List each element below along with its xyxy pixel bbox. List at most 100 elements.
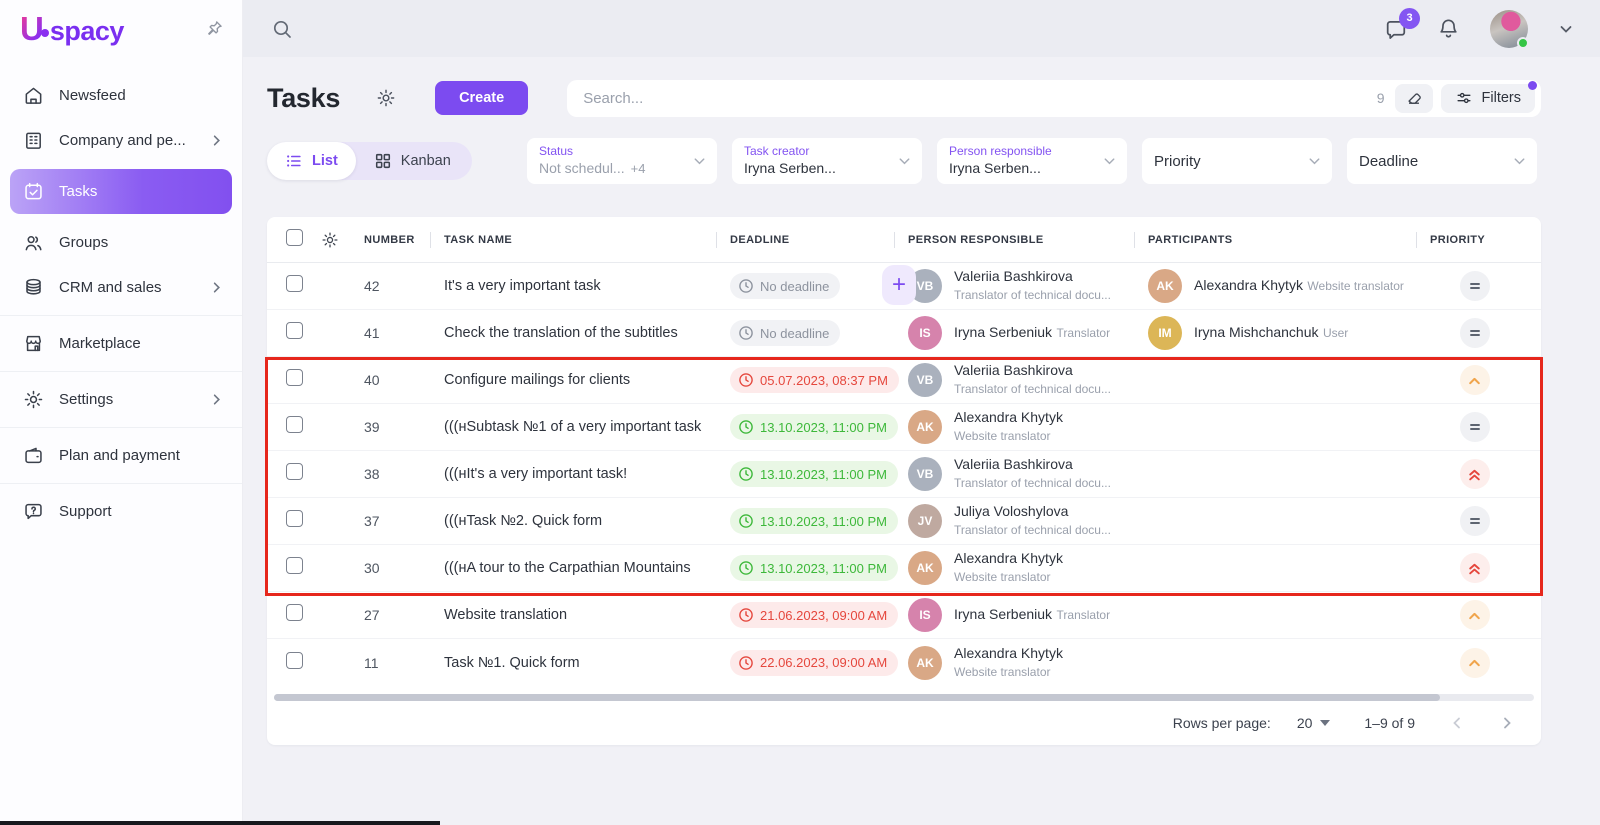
priority-high-icon[interactable] <box>1459 365 1490 395</box>
task-search-bar[interactable]: 9 Filters <box>567 79 1541 117</box>
sidebar-item-tasks[interactable]: Tasks <box>10 169 232 214</box>
priority-highest-icon[interactable] <box>1459 459 1490 489</box>
priority-high-icon[interactable] <box>1459 600 1490 630</box>
deadline-chip[interactable]: 13.10.2023, 11:00 PM <box>730 414 898 440</box>
table-row[interactable]: 42 It's a very important task No deadlin… <box>267 263 1541 310</box>
avatar[interactable]: IS <box>908 598 942 632</box>
tab-list[interactable]: List <box>267 142 356 180</box>
column-header-number[interactable]: NUMBER <box>364 233 415 246</box>
column-header-task-name[interactable]: TASK NAME <box>444 234 730 246</box>
sidebar-item-support[interactable]: Support <box>0 489 242 534</box>
task-name[interactable]: (((нSubtask №1 of a very important task <box>444 419 702 435</box>
person-name[interactable]: Alexandra Khytyk <box>954 409 1063 425</box>
sidebar-item-marketplace[interactable]: Marketplace <box>0 321 242 366</box>
next-page-button[interactable] <box>1499 715 1515 731</box>
person-name[interactable]: Alexandra Khytyk <box>954 644 1063 661</box>
pin-sidebar-icon[interactable] <box>205 19 224 38</box>
person-name[interactable]: Iryna Serbeniuk <box>954 324 1053 340</box>
row-checkbox[interactable] <box>286 510 303 527</box>
row-checkbox[interactable] <box>286 275 303 292</box>
table-row[interactable]: 27 Website translation 21.06.2023, 09:00… <box>267 592 1541 639</box>
add-deadline-button[interactable]: + <box>882 265 916 305</box>
deadline-chip[interactable]: 21.06.2023, 09:00 AM <box>730 602 899 628</box>
priority-medium-icon[interactable] <box>1459 506 1490 536</box>
person-name[interactable]: Valeriia Bashkirova <box>954 362 1073 378</box>
row-checkbox[interactable] <box>286 604 303 621</box>
avatar[interactable]: IS <box>908 316 942 350</box>
chat-icon[interactable]: 3 <box>1383 7 1420 41</box>
table-row[interactable]: 11 Task №1. Quick form 22.06.2023, 09:00… <box>267 639 1541 686</box>
task-name[interactable]: Task №1. Quick form <box>444 654 580 671</box>
person-name[interactable]: Valeriia Bashkirova <box>954 268 1073 284</box>
deadline-chip[interactable]: No deadline <box>730 273 841 299</box>
avatar[interactable]: IM <box>1148 316 1182 350</box>
table-row[interactable]: 40 Configure mailings for clients 05.07.… <box>267 357 1541 404</box>
avatar[interactable]: AK <box>908 551 942 585</box>
task-name[interactable]: (((нTask №2. Quick form <box>444 513 603 529</box>
avatar[interactable]: AK <box>1148 269 1182 303</box>
row-checkbox[interactable] <box>286 369 303 386</box>
search-input[interactable] <box>583 89 1377 107</box>
filter-chip-task-creator[interactable]: Task creator Iryna Serben... <box>732 138 922 184</box>
deadline-chip[interactable]: 13.10.2023, 11:00 PM <box>730 508 898 534</box>
priority-medium-icon[interactable] <box>1459 271 1490 301</box>
sidebar-item-settings[interactable]: Settings <box>0 377 242 422</box>
priority-high-icon[interactable] <box>1459 647 1490 678</box>
deadline-chip[interactable]: 13.10.2023, 11:00 PM <box>730 461 898 487</box>
priority-highest-icon[interactable] <box>1459 553 1490 583</box>
sidebar-item-plan-and-payment[interactable]: Plan and payment <box>0 433 242 478</box>
person-name[interactable]: Alexandra Khytyk <box>1194 277 1303 293</box>
uspacy-logo[interactable]: U spacy <box>20 10 124 48</box>
sidebar-item-crm-and-sales[interactable]: CRM and sales <box>0 265 242 310</box>
scrollbar-thumb[interactable] <box>274 694 1440 701</box>
deadline-chip[interactable]: 22.06.2023, 09:00 AM <box>730 649 899 676</box>
task-name[interactable]: Configure mailings for clients <box>444 372 631 388</box>
table-row[interactable]: 37 (((нTask №2. Quick form 13.10.2023, 1… <box>267 498 1541 545</box>
column-header-priority[interactable]: PRIORITY <box>1430 234 1541 246</box>
person-name[interactable]: Alexandra Khytyk <box>954 550 1063 566</box>
filter-chip-priority[interactable]: Priority <box>1142 138 1332 184</box>
tab-kanban[interactable]: Kanban <box>356 142 469 180</box>
task-name[interactable]: (((нA tour to the Carpathian Mountains <box>444 560 691 576</box>
table-row[interactable]: 41 Check the translation of the subtitle… <box>267 310 1541 357</box>
row-checkbox[interactable] <box>286 322 303 339</box>
avatar[interactable]: AK <box>908 410 942 444</box>
filter-chip-deadline[interactable]: Deadline <box>1347 138 1537 184</box>
sidebar-item-company-and-pe[interactable]: Company and pe... <box>0 118 242 163</box>
person-name[interactable]: Iryna Mishchanchuk <box>1194 324 1319 340</box>
filters-button[interactable]: Filters <box>1440 80 1537 113</box>
row-checkbox[interactable] <box>286 416 303 433</box>
filter-chip-person-responsible[interactable]: Person responsible Iryna Serben... <box>937 138 1127 184</box>
sidebar-item-groups[interactable]: Groups <box>0 220 242 265</box>
row-checkbox[interactable] <box>286 651 303 669</box>
avatar[interactable]: VB <box>908 363 942 397</box>
priority-medium-icon[interactable] <box>1459 318 1490 348</box>
task-name[interactable]: It's a very important task <box>444 278 601 294</box>
sidebar-item-newsfeed[interactable]: Newsfeed <box>0 73 242 118</box>
avatar[interactable]: AK <box>908 645 942 680</box>
column-settings-gear-icon[interactable] <box>311 231 364 249</box>
row-checkbox[interactable] <box>286 557 303 574</box>
task-name[interactable]: (((нIt's a very important task! <box>444 466 628 482</box>
filter-chip-status[interactable]: Status Not schedul... +4 <box>527 138 717 184</box>
person-name[interactable]: Juliya Voloshylova <box>954 503 1069 519</box>
person-name[interactable]: Iryna Serbeniuk <box>954 606 1053 622</box>
deadline-chip[interactable]: 13.10.2023, 11:00 PM <box>730 555 898 581</box>
select-all-checkbox[interactable] <box>286 228 303 246</box>
column-header-participants[interactable]: PARTICIPANTS <box>1148 234 1430 246</box>
column-header-deadline[interactable]: DEADLINE <box>730 234 908 246</box>
tasks-settings-gear-icon[interactable] <box>376 88 396 108</box>
table-row[interactable]: 30 (((нA tour to the Carpathian Mountain… <box>267 545 1541 592</box>
priority-medium-icon[interactable] <box>1459 412 1490 442</box>
deadline-chip[interactable]: No deadline <box>730 320 841 346</box>
table-row[interactable]: 39 (((нSubtask №1 of a very important ta… <box>267 404 1541 451</box>
task-name[interactable]: Check the translation of the subtitles <box>444 325 678 341</box>
create-button[interactable]: Create <box>435 81 529 115</box>
avatar[interactable]: JV <box>908 504 942 538</box>
previous-page-button[interactable] <box>1449 715 1465 731</box>
avatar[interactable]: VB <box>908 457 942 491</box>
person-name[interactable]: Valeriia Bashkirova <box>954 456 1073 472</box>
global-search-icon[interactable] <box>271 18 293 40</box>
task-name[interactable]: Website translation <box>444 607 568 623</box>
profile-chevron-down-icon[interactable] <box>1558 21 1574 37</box>
